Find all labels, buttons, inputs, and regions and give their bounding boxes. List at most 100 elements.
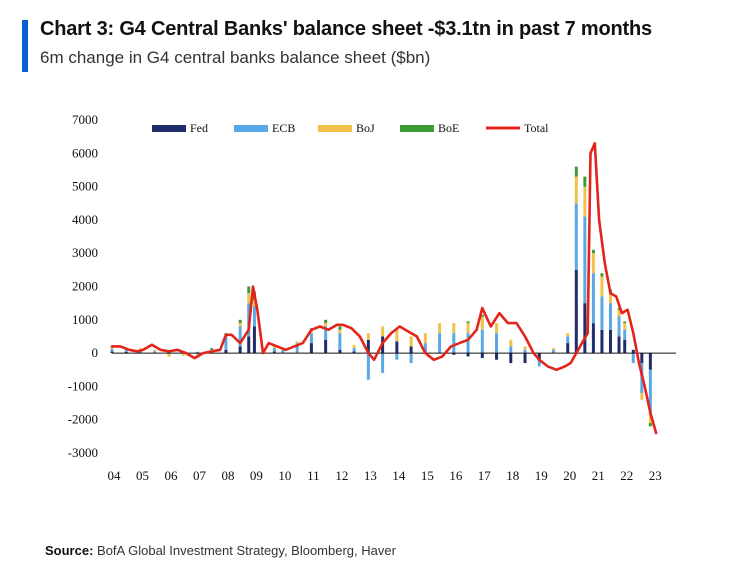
bar-ecb (648, 369, 652, 414)
bar-boe (324, 319, 328, 324)
x-tick-label: 23 (649, 468, 662, 483)
bar-boj (640, 393, 644, 400)
bar-boj (648, 413, 652, 424)
bar-fed (574, 269, 578, 354)
bar-boj (366, 333, 370, 340)
y-tick-label: -2000 (68, 412, 98, 427)
bar-boe (466, 321, 470, 324)
bar-boj (252, 299, 256, 307)
title-accent-bar (22, 20, 28, 72)
bar-boe (210, 348, 214, 350)
bar-boj (495, 323, 499, 334)
bar-ecb (509, 346, 513, 354)
total-series (110, 142, 658, 435)
bar-ecb (574, 203, 578, 270)
bar-ecb (381, 353, 385, 374)
bar-fed (600, 329, 604, 354)
bar-fed (309, 343, 313, 354)
chart-title: Chart 3: G4 Central Banks' balance sheet… (40, 18, 652, 40)
bar-boe (617, 308, 621, 310)
y-tick-label: 7000 (72, 112, 98, 127)
bar-boe (591, 249, 595, 254)
legend: Fed ECB BoJ BoE Total (152, 121, 549, 135)
x-axis: 04 05 06 07 08 09 10 11 12 13 14 15 16 17 18 19 20 21 22 23 (108, 468, 662, 483)
bar-boj (623, 323, 627, 330)
bar-ecb (591, 273, 595, 324)
bar-ecb (583, 216, 587, 304)
bar-fed (110, 351, 114, 354)
bar-fed (324, 339, 328, 354)
bar-boe (583, 176, 587, 187)
bar-ecb (566, 336, 570, 344)
x-tick-label: 14 (392, 468, 406, 483)
bar-boj (167, 353, 171, 357)
x-tick-label: 19 (535, 468, 548, 483)
bar-fed (566, 343, 570, 354)
bar-ecb (195, 351, 199, 354)
y-tick-label: 6000 (72, 145, 98, 160)
bar-fed (591, 323, 595, 354)
bar-fed (395, 341, 399, 354)
bar-boe (247, 286, 251, 294)
bar-ecb (523, 349, 527, 354)
bar-ecb (438, 333, 442, 354)
x-tick-label: 17 (478, 468, 492, 483)
bar-fed (583, 303, 587, 354)
source-text: BofA Global Investment Strategy, Bloombe… (97, 543, 396, 558)
bar-boj (509, 339, 513, 347)
bar-boj (617, 309, 621, 317)
bar-boj (324, 323, 328, 327)
y-tick-label: 2000 (72, 279, 98, 294)
bar-fed (509, 353, 513, 364)
x-tick-label: 16 (449, 468, 463, 483)
bar-fed (617, 336, 621, 354)
bar-fed (608, 329, 612, 354)
bar-ecb (495, 333, 499, 354)
x-tick-label: 04 (108, 468, 122, 483)
bar-ecb (224, 336, 228, 350)
bar-ecb (600, 296, 604, 330)
bar-ecb (452, 333, 456, 354)
y-tick-label: -3000 (68, 445, 98, 460)
bar-boj (566, 333, 570, 337)
bar-boj (195, 353, 199, 356)
bar-boe (574, 166, 578, 177)
bar-ecb (352, 348, 356, 352)
bar-boj (409, 336, 413, 347)
x-tick-label: 08 (221, 468, 234, 483)
bar-boj (523, 346, 527, 350)
bar-ecb (608, 303, 612, 330)
x-tick-label: 05 (136, 468, 149, 483)
bar-boj (583, 186, 587, 217)
legend-label-ecb: ECB (272, 121, 295, 135)
chart-subtitle: 6m change in G4 central banks balance sh… (40, 48, 431, 67)
bar-boj (352, 344, 356, 349)
bar-fed (452, 353, 456, 355)
bar-boj (423, 333, 427, 344)
bar-boj (600, 276, 604, 297)
bar-ecb (238, 326, 242, 347)
source-label: Source: (45, 543, 94, 558)
bar-ecb (309, 333, 313, 344)
bar-boe (238, 319, 242, 324)
bar-boe (648, 423, 652, 427)
bar-boj (295, 341, 299, 344)
bar-fed (537, 353, 541, 360)
bar-boe (480, 314, 484, 317)
bar-fed (648, 353, 652, 370)
bar-ecb (423, 343, 427, 354)
bar-boj (272, 346, 276, 349)
bar-boj (395, 328, 399, 342)
bar-fed (352, 351, 356, 354)
bar-fed (523, 353, 527, 364)
x-tick-label: 22 (620, 468, 633, 483)
bar-ecb (552, 349, 556, 354)
bar-ecb (324, 326, 328, 340)
bar-boj (181, 353, 185, 356)
y-tick-label: 1000 (72, 312, 98, 327)
y-tick-label: 4000 (72, 212, 98, 227)
bar-boj (153, 350, 157, 352)
bar-fed (338, 349, 342, 354)
bar-ecb (409, 353, 413, 364)
bar-fed (409, 346, 413, 354)
